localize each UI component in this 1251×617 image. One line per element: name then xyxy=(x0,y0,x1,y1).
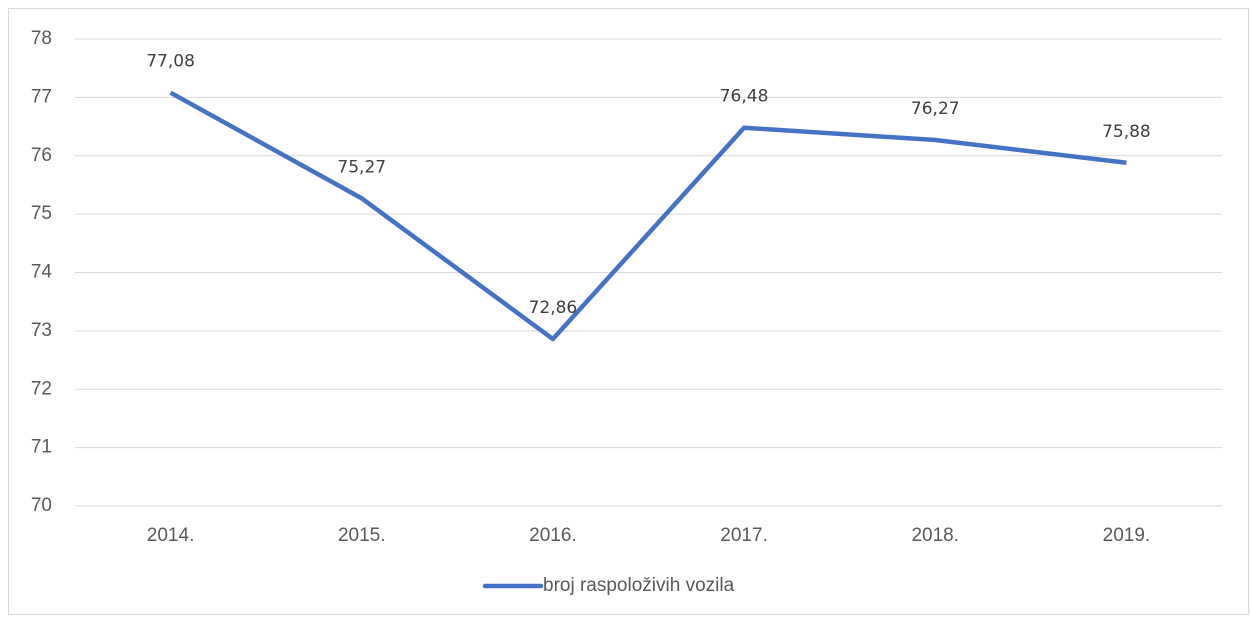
x-tick-label: 2018. xyxy=(911,525,959,546)
x-tick-label: 2017. xyxy=(720,525,768,546)
data-label: 77,08 xyxy=(146,52,195,72)
x-tick-label: 2014. xyxy=(147,525,195,546)
y-tick-label: 76 xyxy=(31,145,52,166)
legend-label: broj raspoloživih vozila xyxy=(543,575,735,596)
data-label: 76,48 xyxy=(720,87,769,107)
chart-frame xyxy=(8,8,1249,615)
x-tick-label: 2015. xyxy=(338,525,386,546)
y-tick-label: 71 xyxy=(31,437,52,458)
x-tick-label: 2016. xyxy=(529,525,577,546)
y-tick-label: 72 xyxy=(31,378,52,399)
y-tick-label: 78 xyxy=(31,28,52,49)
y-tick-label: 70 xyxy=(31,495,52,516)
y-tick-label: 77 xyxy=(31,86,52,107)
y-tick-label: 73 xyxy=(31,320,52,341)
data-label: 72,86 xyxy=(529,298,578,318)
data-line xyxy=(169,90,1127,342)
y-tick-label: 74 xyxy=(31,262,53,283)
data-label: 76,27 xyxy=(911,99,960,119)
data-label: 75,88 xyxy=(1102,122,1151,142)
y-tick-label: 75 xyxy=(31,203,52,224)
x-tick-label: 2019. xyxy=(1103,525,1151,546)
data-label: 75,27 xyxy=(337,157,386,177)
